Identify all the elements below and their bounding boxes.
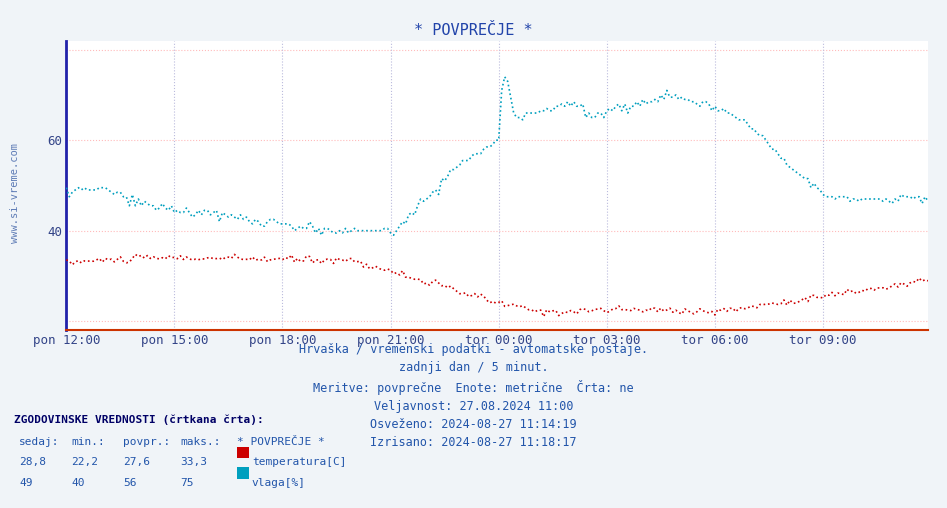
Text: maks.:: maks.: xyxy=(180,437,221,447)
Text: * POVPREČJE *: * POVPREČJE * xyxy=(414,23,533,38)
Text: temperatura[C]: temperatura[C] xyxy=(252,457,347,467)
Text: povpr.:: povpr.: xyxy=(123,437,170,447)
Text: 27,6: 27,6 xyxy=(123,457,151,467)
Text: www.si-vreme.com: www.si-vreme.com xyxy=(10,143,20,243)
Text: ZGODOVINSKE VREDNOSTI (črtkana črta):: ZGODOVINSKE VREDNOSTI (črtkana črta): xyxy=(14,414,264,425)
Text: 28,8: 28,8 xyxy=(19,457,46,467)
Text: vlaga[%]: vlaga[%] xyxy=(252,478,306,488)
Text: 40: 40 xyxy=(71,478,84,488)
Text: 49: 49 xyxy=(19,478,32,488)
Text: * POVPREČJE *: * POVPREČJE * xyxy=(237,437,325,447)
Text: 22,2: 22,2 xyxy=(71,457,98,467)
Text: min.:: min.: xyxy=(71,437,105,447)
Text: Hrvaška / vremenski podatki - avtomatske postaje.
zadnji dan / 5 minut.
Meritve:: Hrvaška / vremenski podatki - avtomatske… xyxy=(299,343,648,449)
Text: 33,3: 33,3 xyxy=(180,457,207,467)
Text: 56: 56 xyxy=(123,478,136,488)
Text: sedaj:: sedaj: xyxy=(19,437,60,447)
Text: 75: 75 xyxy=(180,478,193,488)
